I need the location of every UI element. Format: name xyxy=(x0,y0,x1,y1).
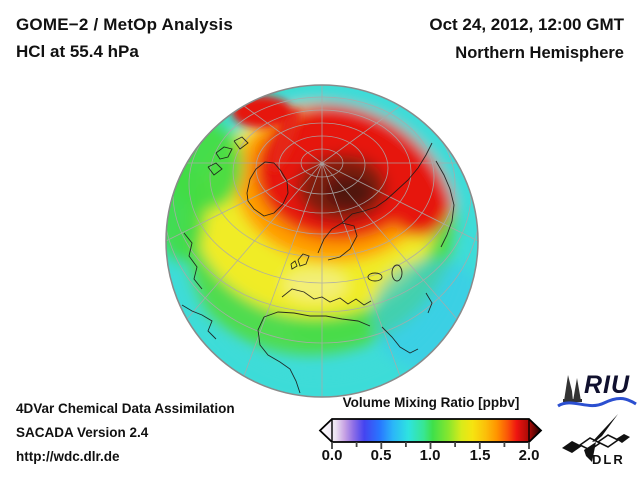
colorbar-tick-label-4: 2.0 xyxy=(518,447,540,464)
globe-svg xyxy=(165,84,479,398)
figure-title: GOME−2 / MetOp Analysis xyxy=(16,15,234,34)
colorbar-tick-label-1: 0.5 xyxy=(370,447,392,464)
cathedral-icon xyxy=(563,375,582,402)
dlr-logo xyxy=(560,412,632,462)
timestamp-label: Oct 24, 2012, 12:00 GMT xyxy=(429,15,624,34)
hemisphere-label: Northern Hemisphere xyxy=(455,44,624,62)
credit-line-url: http://wdc.dlr.de xyxy=(16,449,120,464)
colorbar-svg xyxy=(318,418,543,449)
riu-logo-svg xyxy=(557,375,637,408)
globe-limb xyxy=(165,84,479,398)
dlr-logo-svg xyxy=(562,414,630,462)
riu-logo xyxy=(556,371,638,413)
coastlines xyxy=(181,136,455,394)
colorbar-ticks xyxy=(331,442,530,449)
river-wave-icon xyxy=(557,396,637,408)
colorbar-arrow-separators xyxy=(331,419,530,442)
colorbar-tick-label-3: 1.5 xyxy=(469,447,491,464)
colorbar xyxy=(314,416,547,455)
globe-map xyxy=(164,83,480,399)
credit-line-version: SACADA Version 2.4 xyxy=(16,425,149,440)
colorbar-tick-label-0: 0.0 xyxy=(321,447,343,464)
colorbar-gradient-bar xyxy=(318,418,543,443)
riu-logo-text: RIU xyxy=(584,371,631,399)
colorbar-tick-label-2: 1.0 xyxy=(419,447,441,464)
colorbar-title: Volume Mixing Ratio [ppbv] xyxy=(342,395,520,410)
dlr-star-icon xyxy=(562,414,630,462)
credit-line-assimilation: 4DVar Chemical Data Assimilation xyxy=(16,401,235,416)
figure-subtitle-species-level: HCl at 55.4 hPa xyxy=(16,42,139,61)
dlr-logo-text: DLR xyxy=(592,452,625,467)
